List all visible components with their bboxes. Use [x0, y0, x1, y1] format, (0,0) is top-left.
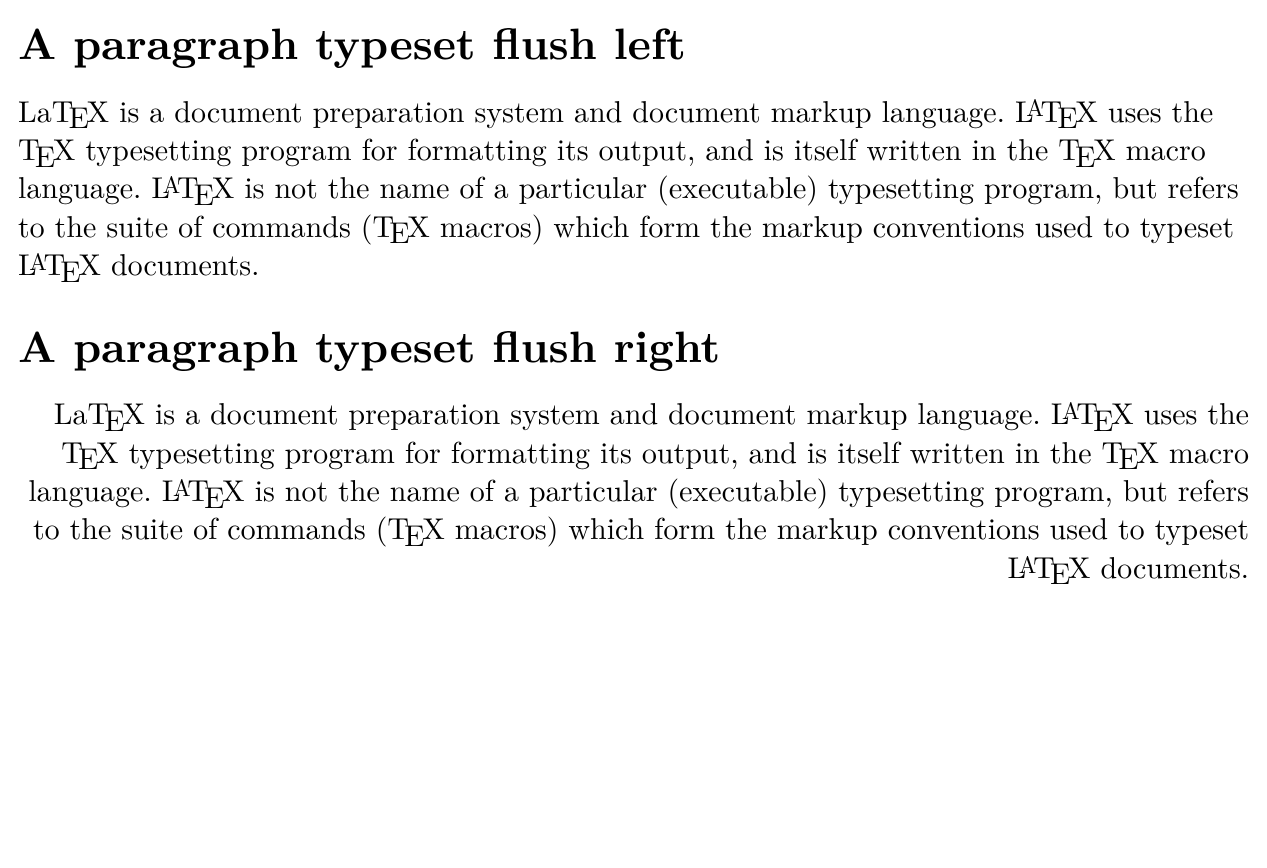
tex-logo: TEX	[387, 505, 444, 548]
text-segment: La	[54, 390, 88, 433]
text-segment: uses the	[1134, 390, 1249, 433]
text-segment: is a document preparation system and doc…	[109, 88, 1015, 131]
heading-flush-left: A paragraph typeset flush left	[18, 16, 1249, 67]
latex-logo: LATEX	[1008, 544, 1091, 587]
tex-logo: TEX	[88, 390, 145, 433]
latex-logo: LATEX	[1051, 390, 1134, 433]
latex-logo: LATEX	[18, 241, 101, 284]
text-segment: La	[18, 88, 52, 131]
tex-logo: TEX	[372, 203, 429, 246]
tex-logo: TEX	[52, 88, 109, 131]
section-flush-right: A paragraph typeset flush right LaTEX is…	[18, 319, 1249, 586]
text-segment: typesetting program for formatting its o…	[75, 126, 1058, 169]
latex-logo: LATEX	[151, 164, 234, 207]
text-segment: documents.	[101, 241, 260, 284]
text-segment: typesetting program for formatting its o…	[119, 429, 1102, 472]
paragraph-flush-right: LaTEX is a document preparation system a…	[18, 393, 1249, 585]
text-segment: is a document preparation system and doc…	[145, 390, 1051, 433]
text-segment: macros) which form the markup convention…	[445, 505, 1249, 548]
text-segment: uses the	[1098, 88, 1213, 131]
latex-logo: LATEX	[162, 467, 245, 510]
section-flush-left: A paragraph typeset flush left LaTEX is …	[18, 16, 1249, 283]
latex-logo: LATEX	[1015, 88, 1098, 131]
paragraph-flush-left: LaTEX is a document preparation system a…	[18, 91, 1249, 283]
text-segment: documents.	[1091, 544, 1250, 587]
text-segment: macros) which form the markup convention…	[430, 203, 1234, 246]
tex-logo: TEX	[18, 126, 75, 169]
heading-flush-right: A paragraph typeset flush right	[18, 319, 1249, 370]
